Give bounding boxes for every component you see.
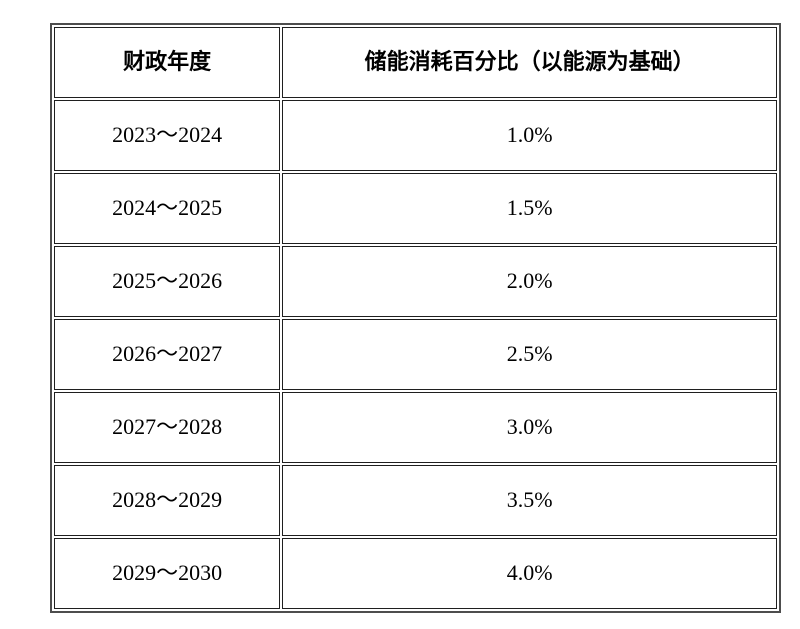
percentage-cell: 4.0% [282, 538, 777, 609]
table-header-row: 财政年度 储能消耗百分比（以能源为基础） [54, 27, 777, 98]
percentage-cell: 3.5% [282, 465, 777, 536]
header-cell-fiscal-year: 财政年度 [54, 27, 281, 98]
percentage-cell: 2.0% [282, 246, 777, 317]
percentage-cell: 1.0% [282, 100, 777, 171]
percentage-cell: 1.5% [282, 173, 777, 244]
fiscal-year-cell: 2028～2029 [54, 465, 281, 536]
fiscal-year-cell: 2023～2024 [54, 100, 281, 171]
fiscal-year-cell: 2026～2027 [54, 319, 281, 390]
percentage-cell: 3.0% [282, 392, 777, 463]
fiscal-year-cell: 2025～2026 [54, 246, 281, 317]
table-row: 2023～2024 1.0% [54, 100, 777, 171]
table-row: 2027～2028 3.0% [54, 392, 777, 463]
header-cell-storage-percentage: 储能消耗百分比（以能源为基础） [282, 27, 777, 98]
fiscal-year-cell: 2024～2025 [54, 173, 281, 244]
table-row: 2029～2030 4.0% [54, 538, 777, 609]
fiscal-year-storage-table: 财政年度 储能消耗百分比（以能源为基础） 2023～2024 1.0% 2024… [50, 23, 781, 613]
fiscal-year-cell: 2027～2028 [54, 392, 281, 463]
table-row: 2026～2027 2.5% [54, 319, 777, 390]
table-row: 2024～2025 1.5% [54, 173, 777, 244]
table-row: 2028～2029 3.5% [54, 465, 777, 536]
table-row: 2025～2026 2.0% [54, 246, 777, 317]
percentage-cell: 2.5% [282, 319, 777, 390]
fiscal-year-cell: 2029～2030 [54, 538, 281, 609]
